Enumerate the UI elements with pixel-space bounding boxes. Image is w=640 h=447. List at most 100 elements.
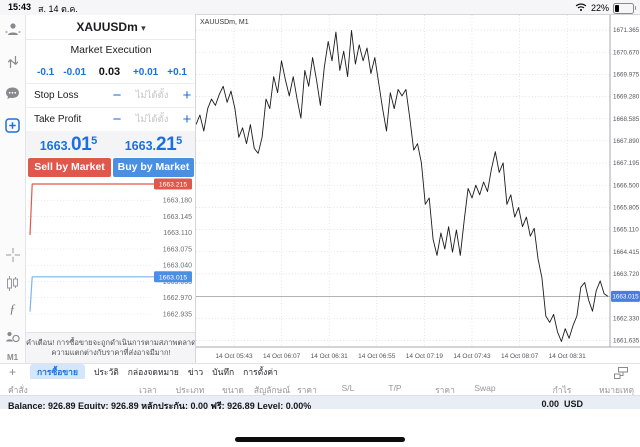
- volume-dec-small-button[interactable]: -0.01: [63, 66, 87, 78]
- svg-text:1665.805: 1665.805: [613, 205, 640, 212]
- warning-line-2: ความแตกต่างกับราคาที่ส่งอาจมีมาก!: [51, 348, 171, 357]
- stop-loss-value[interactable]: ไม่ได้ตั้ง: [135, 89, 169, 101]
- bottom-tab[interactable]: บันทึก: [212, 367, 235, 377]
- column-header: ประเภท: [175, 385, 205, 395]
- buy-price-prefix: 1663.: [124, 139, 156, 153]
- status-bar: 15:43 ส. 14 ต.ค. 22%: [0, 0, 640, 15]
- symbol-name: XAUUSDm: [76, 20, 138, 34]
- column-header: Swap: [474, 383, 496, 393]
- take-profit-decrease-button[interactable]: −: [112, 110, 122, 128]
- svg-text:1669.280: 1669.280: [613, 94, 640, 101]
- trade-icon[interactable]: [0, 55, 25, 74]
- home-indicator[interactable]: [235, 437, 405, 442]
- bottom-tab[interactable]: ข่าว: [187, 367, 204, 377]
- svg-text:1667.195: 1667.195: [613, 160, 640, 167]
- svg-text:1665.110: 1665.110: [613, 227, 639, 234]
- take-profit-value[interactable]: ไม่ได้ตั้ง: [135, 113, 169, 125]
- volume-inc-big-button[interactable]: +0.1: [167, 66, 187, 78]
- positions-header-row: คำสั่ง เวลา ประเภท ขนาด สัญลักษณ์ ราคา S/L T/P ร…: [0, 379, 640, 395]
- svg-text:14 Oct 05:43: 14 Oct 05:43: [215, 353, 253, 360]
- svg-text:1668.585: 1668.585: [613, 116, 640, 123]
- sell-price-big: 01: [71, 134, 92, 155]
- bottom-tab-bar: + การซื้อขาย ประวัติ กล่องจดหมาย ข่าว บันทึก…: [0, 363, 640, 381]
- sell-price-sup: 5: [91, 135, 98, 147]
- new-order-icon[interactable]: [0, 118, 25, 138]
- bottom-tab[interactable]: ประวัติ: [93, 367, 119, 377]
- clock: 15:43: [8, 2, 32, 12]
- add-tab-icon[interactable]: +: [9, 365, 17, 379]
- bottom-tab[interactable]: กล่องจดหมาย: [127, 367, 179, 377]
- column-header: T/P: [388, 383, 402, 393]
- chat-icon[interactable]: [0, 87, 25, 105]
- battery-percent: 22%: [590, 3, 609, 13]
- tick-chart: 1663.180 1663.145 1663.110 1663.075 1663.040…: [26, 178, 196, 332]
- svg-text:1671.365: 1671.365: [613, 27, 640, 34]
- price-chart[interactable]: 14 Oct 05:43 14 Oct 06:07 14 Oct 06:31 14 O…: [195, 14, 640, 364]
- svg-text:1661.635: 1661.635: [613, 338, 640, 345]
- buy-price-big: 21: [156, 134, 177, 155]
- quotes-icon[interactable]: [0, 22, 25, 41]
- bottom-tab[interactable]: การตั้งค่า: [243, 367, 278, 377]
- execution-warning: คำเตือน! การซื้อขายจะถูกดำเนินการตามสภาพ…: [26, 332, 196, 369]
- column-header: ราคา: [297, 385, 317, 395]
- column-header: สัญลักษณ์: [253, 385, 291, 395]
- status-date: ส. 14 ต.ค.: [38, 4, 78, 14]
- column-header: ขนาด: [222, 385, 244, 395]
- column-header: S/L: [341, 383, 355, 393]
- column-header: คำสั่ง: [8, 385, 28, 395]
- column-header: หมายเหตุ: [599, 385, 634, 395]
- volume-inc-small-button[interactable]: +0.01: [132, 66, 159, 78]
- account-summary: Balance: 926.89 Equity: 926.89 หลักประกั…: [8, 400, 312, 411]
- take-profit-row: Take Profit − ไม่ได้ตั้ง +: [26, 107, 196, 132]
- volume-value[interactable]: 0.03: [98, 66, 121, 78]
- svg-text:14 Oct 08:31: 14 Oct 08:31: [549, 353, 587, 360]
- svg-text:1662.935: 1662.935: [163, 311, 192, 318]
- column-header: เวลา: [139, 385, 157, 395]
- stop-loss-label: Stop Loss: [34, 89, 79, 101]
- take-profit-increase-button[interactable]: +: [182, 110, 192, 128]
- objects-icon[interactable]: [0, 330, 25, 348]
- stop-loss-decrease-button[interactable]: −: [112, 86, 122, 104]
- svg-text:XAUUSDm, M1: XAUUSDm, M1: [200, 19, 249, 26]
- svg-text:1670.670: 1670.670: [613, 49, 640, 56]
- svg-text:1663.015: 1663.015: [612, 294, 639, 301]
- chart-type-icon[interactable]: [0, 276, 25, 296]
- symbol-selector[interactable]: XAUUSDm ▾: [26, 15, 196, 40]
- volume-stepper: -0.1 -0.01 0.03 +0.01 +0.1: [26, 61, 196, 84]
- svg-text:1663.180: 1663.180: [163, 198, 192, 205]
- indicators-icon[interactable]: ƒ: [9, 301, 16, 316]
- svg-text:1663.075: 1663.075: [163, 246, 192, 253]
- execution-mode[interactable]: Market Execution: [70, 44, 152, 56]
- timeframe-button[interactable]: M1: [6, 353, 19, 362]
- bottom-tab[interactable]: การซื้อขาย: [30, 363, 85, 381]
- svg-text:14 Oct 07:19: 14 Oct 07:19: [406, 353, 444, 360]
- svg-text:1669.975: 1669.975: [613, 72, 640, 79]
- svg-text:1662.970: 1662.970: [163, 295, 192, 302]
- chevron-down-icon: ▾: [141, 23, 146, 33]
- buy-button[interactable]: Buy by Market: [113, 158, 194, 177]
- svg-text:1663.215: 1663.215: [159, 182, 188, 189]
- take-profit-label: Take Profit: [34, 113, 82, 125]
- trade-tabs: การซื้อขาย ประวัติ กล่องจดหมาย ข่าว บันทึก กา…: [30, 363, 278, 381]
- svg-text:1663.145: 1663.145: [163, 214, 192, 221]
- buy-price: 1663.215: [111, 131, 196, 157]
- svg-text:14 Oct 06:55: 14 Oct 06:55: [358, 353, 396, 360]
- svg-text:14 Oct 07:43: 14 Oct 07:43: [453, 353, 491, 360]
- stop-loss-increase-button[interactable]: +: [182, 86, 192, 104]
- svg-text:1663.015: 1663.015: [159, 274, 188, 281]
- sell-button[interactable]: Sell by Market: [28, 158, 111, 177]
- sell-price: 1663.015: [26, 131, 111, 157]
- profit-total: 0.00 USD: [541, 399, 583, 409]
- window-layout-icon[interactable]: [614, 366, 628, 384]
- crosshair-icon[interactable]: [0, 248, 25, 267]
- wifi-icon: [575, 2, 587, 14]
- warning-line-1: คำเตือน! การซื้อขายจะถูกดำเนินการตามสภาพ…: [26, 338, 197, 347]
- volume-dec-big-button[interactable]: -0.1: [37, 66, 55, 78]
- svg-text:1663.040: 1663.040: [163, 263, 192, 270]
- svg-text:1663.005: 1663.005: [163, 279, 192, 286]
- account-bar: Balance: 926.89 Equity: 926.89 หลักประกั…: [0, 395, 640, 411]
- sidebar: ƒ M1: [0, 15, 26, 363]
- sell-price-prefix: 1663.: [39, 139, 71, 153]
- svg-text:14 Oct 06:07: 14 Oct 06:07: [263, 353, 301, 360]
